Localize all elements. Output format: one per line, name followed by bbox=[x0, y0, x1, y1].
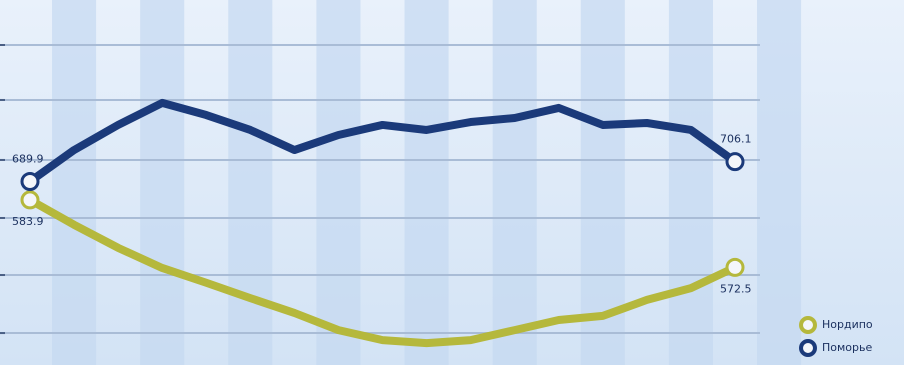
column-band bbox=[228, 0, 273, 365]
legend-label: Поморье bbox=[822, 341, 872, 354]
end-marker bbox=[725, 257, 745, 277]
column-band bbox=[404, 0, 449, 365]
data-label: 583.9 bbox=[12, 215, 44, 228]
series-line bbox=[26, 195, 739, 348]
column-band bbox=[140, 0, 185, 365]
data-label: 706.1 bbox=[720, 133, 752, 146]
column-band bbox=[668, 0, 713, 365]
end-marker bbox=[725, 152, 745, 172]
column-band bbox=[580, 0, 625, 365]
column-band bbox=[492, 0, 537, 365]
legend-label: Нордипо bbox=[822, 318, 873, 331]
column-band bbox=[52, 0, 97, 365]
series-line bbox=[26, 98, 739, 186]
data-label: 572.5 bbox=[720, 282, 752, 295]
end-marker bbox=[20, 190, 40, 210]
legend-marker bbox=[799, 339, 817, 357]
data-label: 689.9 bbox=[12, 153, 44, 166]
column-band bbox=[757, 0, 802, 365]
end-marker bbox=[20, 172, 40, 192]
legend-marker bbox=[799, 316, 817, 334]
column-band bbox=[316, 0, 361, 365]
